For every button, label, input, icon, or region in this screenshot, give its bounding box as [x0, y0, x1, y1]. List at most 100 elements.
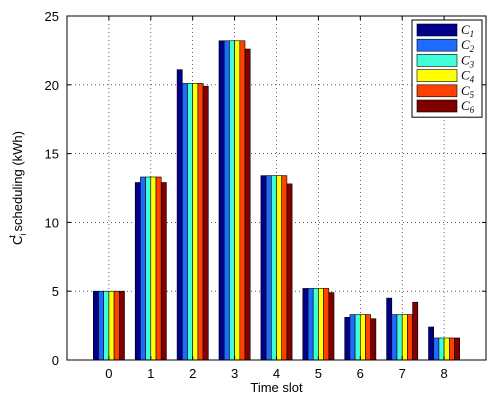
- bar-4-series-3: [270, 175, 277, 361]
- bar-0-series-2: [98, 290, 104, 361]
- y-tick-label: 10: [45, 215, 59, 230]
- legend-label-sub: 1: [470, 29, 475, 39]
- x-axis-label: Time slot: [250, 380, 303, 395]
- legend-label: C5: [461, 83, 475, 100]
- legend-label: C3: [461, 52, 475, 69]
- bar-2-series-4: [192, 83, 199, 361]
- x-tick-labels: 0 1 2 3 4 5 6 7 8: [105, 366, 447, 381]
- legend-label-sub: 2: [470, 44, 475, 54]
- y-axis-label-main: C: [10, 236, 25, 245]
- bar-8-series-4: [443, 337, 450, 361]
- bar-4-series-2: [265, 175, 272, 361]
- bar-5-series-4: [318, 288, 324, 361]
- bar-4-series-5: [281, 175, 288, 361]
- y-tick-label: 25: [45, 9, 59, 24]
- legend-label: C1: [461, 22, 474, 39]
- bar-7-series-4: [401, 314, 408, 361]
- bar-3-series-4: [234, 40, 241, 361]
- bar-7-series-2: [391, 314, 398, 361]
- legend-swatch: [416, 69, 458, 82]
- bar-6-series-3: [354, 314, 361, 361]
- bar-2-series-5: [197, 83, 204, 361]
- legend-label: C6: [461, 98, 475, 115]
- legend-label-main: C: [461, 83, 470, 98]
- y-tick-labels: 0 5 10 15 20 25: [45, 9, 59, 368]
- y-tick-label: 20: [45, 78, 59, 93]
- bar-2-series-1: [176, 69, 183, 361]
- bar-1-series-2: [140, 176, 146, 361]
- bar-3-series-2: [223, 40, 230, 361]
- x-tick-label: 7: [399, 366, 406, 381]
- bar-2-series-2: [182, 83, 188, 361]
- bar-2-series-3: [187, 83, 193, 361]
- y-axis-label-sub: i: [18, 234, 28, 236]
- bar-6-series-4: [359, 314, 366, 361]
- y-axis-label: Cit scheduling (kWh): [7, 131, 28, 245]
- bar-5-series-6: [328, 292, 335, 361]
- legend-swatch: [416, 99, 458, 113]
- bar-6-series-1: [344, 317, 351, 361]
- bar-1-series-4: [150, 176, 157, 361]
- x-tick-label: 3: [231, 366, 238, 381]
- x-tick-label: 6: [357, 366, 364, 381]
- legend-swatch: [416, 54, 458, 67]
- legend-label-main: C: [461, 52, 470, 67]
- bar-5-series-1: [302, 288, 309, 361]
- bar-6-series-5: [365, 314, 371, 361]
- x-tick-label: 8: [440, 366, 447, 381]
- legend-label-sub: 6: [470, 105, 475, 115]
- bar-3-series-6: [244, 48, 251, 361]
- legend-swatch: [416, 38, 458, 52]
- y-tick-label: 5: [52, 284, 59, 299]
- bar-0-series-5: [113, 290, 120, 361]
- bar-3-series-3: [229, 40, 235, 361]
- legend-label-main: C: [461, 68, 470, 83]
- legend-swatch: [416, 23, 458, 37]
- bar-1-series-5: [155, 176, 162, 361]
- legend-label-sub: 5: [470, 90, 475, 100]
- x-tick-label: 0: [105, 366, 112, 381]
- bar-3-series-5: [239, 40, 246, 361]
- bar-1-series-3: [145, 176, 152, 361]
- legend-label-sub: 4: [470, 75, 475, 85]
- bar-8-series-5: [448, 337, 455, 361]
- x-tick-label: 5: [315, 366, 322, 381]
- bar-1-series-1: [134, 182, 141, 361]
- x-tick-label: 2: [189, 366, 196, 381]
- legend-label-main: C: [461, 37, 470, 52]
- legend-label-main: C: [461, 98, 470, 113]
- bar-7-series-5: [407, 314, 413, 361]
- bar-8-series-1: [428, 326, 434, 361]
- y-tick-label: 15: [45, 147, 59, 162]
- bar-0-series-6: [119, 290, 125, 361]
- bar-6-series-2: [349, 314, 356, 361]
- bar-8-series-2: [433, 337, 440, 361]
- ticks: [67, 15, 486, 361]
- bar-5-series-2: [307, 288, 314, 361]
- legend-label-sub: 3: [469, 59, 475, 69]
- legend-label: C4: [461, 68, 475, 85]
- legend-swatch: [416, 84, 458, 98]
- bar-0-series-3: [103, 290, 110, 361]
- bar-3-series-1: [218, 40, 225, 361]
- bar-8-series-3: [438, 337, 445, 361]
- x-tick-label: 1: [147, 366, 154, 381]
- bar-5-series-3: [312, 288, 319, 361]
- bar-6-series-6: [370, 318, 377, 361]
- bar-4-series-6: [286, 183, 293, 361]
- y-tick-label: 0: [52, 353, 59, 368]
- legend-label: C2: [461, 37, 475, 54]
- legend-label-main: C: [461, 22, 470, 37]
- y-axis-label-rest: scheduling (kWh): [10, 131, 25, 235]
- bar-7-series-1: [386, 297, 393, 361]
- bar-4-series-4: [276, 175, 282, 361]
- bar-0-series-4: [108, 290, 115, 361]
- x-tick-label: 4: [273, 366, 280, 381]
- y-axis-label-sup: t: [7, 235, 17, 238]
- bar-7-series-6: [412, 301, 419, 361]
- bar-0-series-1: [93, 290, 99, 361]
- bar-2-series-6: [202, 85, 209, 361]
- bar-4-series-1: [260, 175, 267, 361]
